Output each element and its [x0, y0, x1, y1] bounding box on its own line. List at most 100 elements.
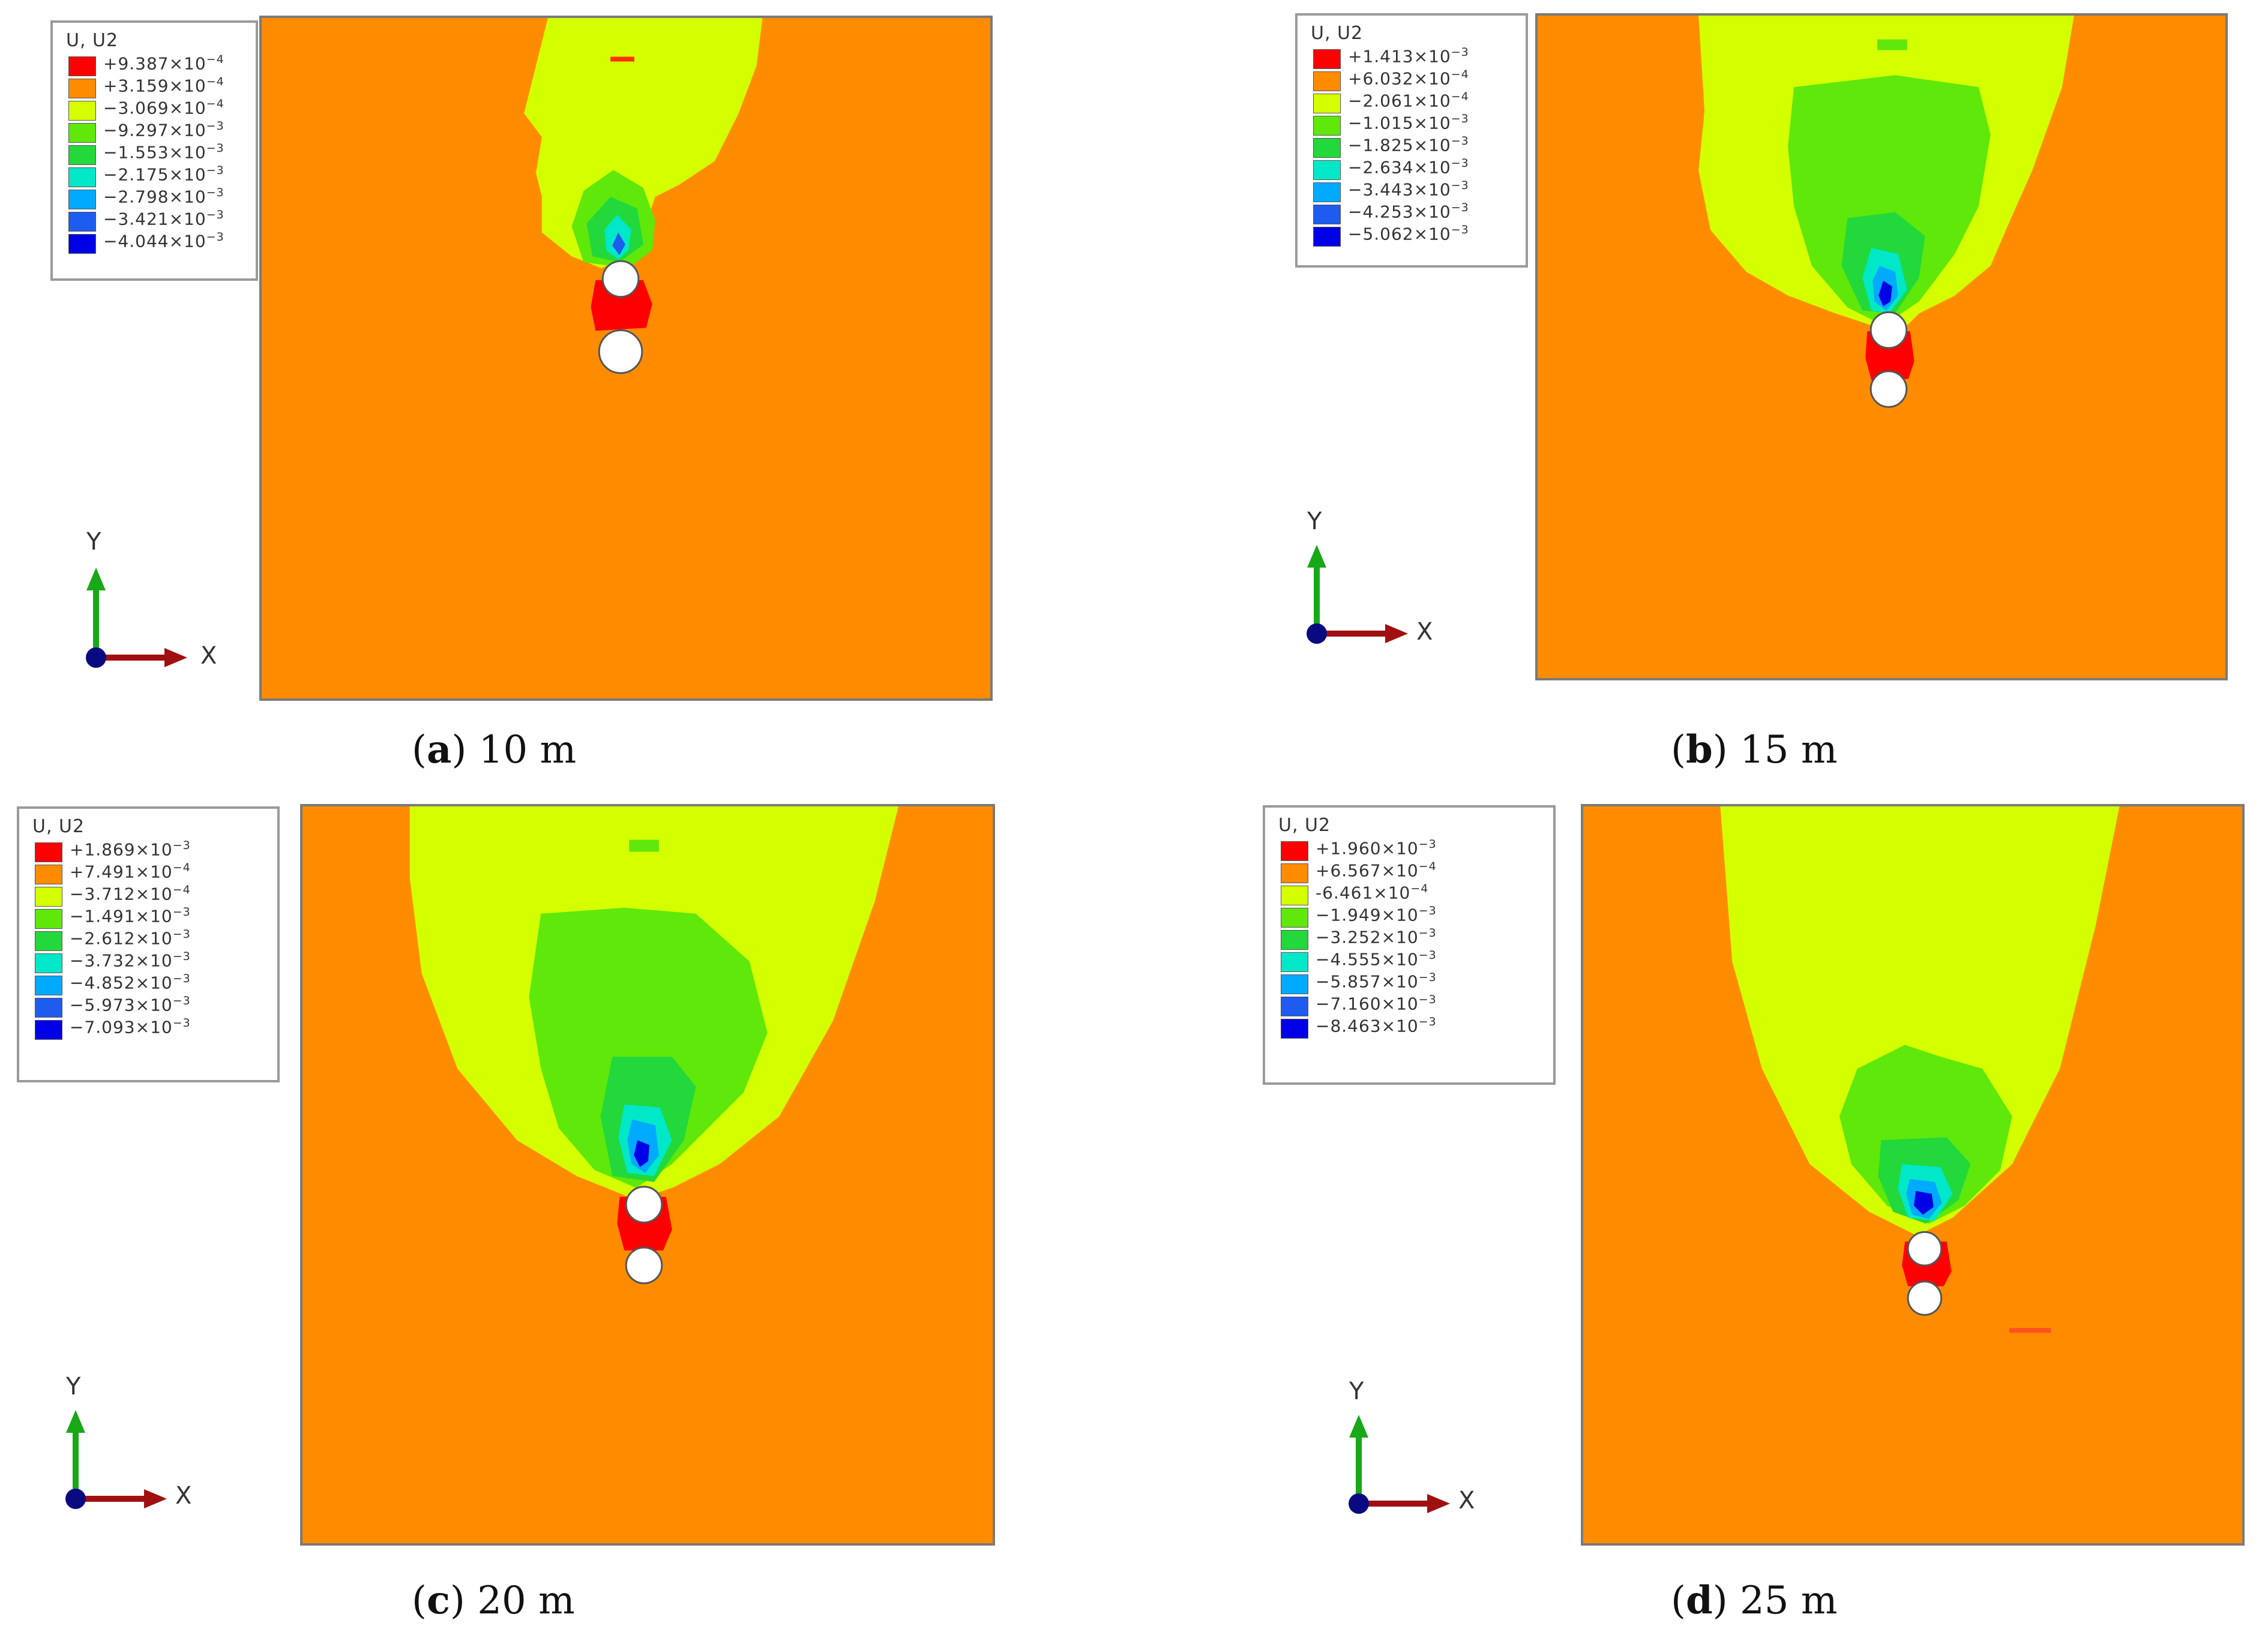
legend-exponent-a-0: −4 [206, 53, 224, 66]
legend-swatch-a-8 [68, 234, 96, 254]
legend-exponent-d-0: −3 [1418, 838, 1437, 851]
legend-mantissa-d-8: −8.463×10 [1316, 1016, 1419, 1036]
legend-value-a-4: −1.553×10−3 [103, 142, 224, 162]
contour-svg-c [409, 806, 899, 1285]
contour-plot-c [300, 804, 995, 1546]
axis-triad-a: Y X [78, 528, 240, 684]
legend-exponent-c-0: −3 [172, 839, 191, 852]
legend-exponent-a-8: −3 [206, 230, 224, 244]
y-axis-label-a: Y [86, 528, 101, 556]
axis-triad-svg-c [65, 1410, 167, 1509]
legend-d: U, U2 +1.960×10−3 +6.567×10−4 -6.461×10−4−… [1263, 805, 1556, 1085]
legend-value-d-2: -6.461×10−4 [1316, 882, 1428, 902]
legend-mantissa-a-6: −2.798×10 [103, 187, 206, 207]
legend-swatch-d-8 [1281, 1019, 1308, 1039]
legend-mantissa-a-1: +3.159×10 [103, 76, 206, 96]
legend-swatch-b-7 [1313, 205, 1341, 224]
axis-triad-d: Y X [1341, 1378, 1503, 1528]
legend-mantissa-b-6: −3.443×10 [1348, 179, 1451, 200]
legend-exponent-a-5: −3 [206, 164, 224, 177]
legend-value-b-6: −3.443×10−3 [1348, 179, 1469, 199]
legend-swatch-c-0 [35, 842, 62, 862]
legend-value-c-6: −4.852×10−3 [70, 972, 191, 992]
contour-red-a [591, 280, 652, 331]
legend-mantissa-c-4: −2.612×10 [70, 928, 173, 949]
contour-plot-a [259, 16, 993, 701]
tunnel-upper-b [1869, 311, 1908, 349]
legend-swatch-c-7 [35, 998, 62, 1018]
legend-mantissa-d-7: −7.160×10 [1316, 994, 1419, 1014]
legend-value-a-6: −2.798×10−3 [103, 186, 224, 206]
caption-text-a: 10 m [466, 728, 577, 772]
caption-letter-c: c [426, 1578, 450, 1623]
legend-exponent-b-5: −3 [1451, 157, 1469, 170]
legend-value-a-7: −3.421×10−3 [103, 208, 224, 229]
legend-mantissa-a-8: −4.044×10 [103, 231, 206, 251]
legend-title-c: U, U2 [32, 816, 85, 837]
legend-exponent-d-5: −3 [1418, 949, 1437, 962]
tunnel-lower-b [1869, 370, 1908, 408]
legend-mantissa-c-0: +1.869×10 [70, 839, 173, 860]
legend-mantissa-a-4: −1.553×10 [103, 142, 206, 163]
x-axis-label-c: X [175, 1482, 192, 1510]
legend-value-b-4: −1.825×10−3 [1348, 134, 1469, 155]
legend-exponent-d-3: −3 [1418, 904, 1437, 917]
legend-value-c-2: −3.712×10−4 [70, 883, 191, 904]
legend-swatch-c-2 [35, 887, 62, 907]
legend-value-b-8: −5.062×10−3 [1348, 223, 1469, 244]
legend-swatch-d-4 [1281, 930, 1308, 950]
legend-swatch-a-6 [68, 190, 96, 209]
legend-exponent-c-4: −3 [172, 928, 191, 941]
legend-swatch-b-1 [1313, 71, 1341, 91]
green-speck-c [629, 839, 659, 852]
legend-value-b-0: +1.413×10−3 [1348, 46, 1469, 66]
contour-green-b [1788, 75, 1991, 326]
legend-swatch-a-1 [68, 79, 96, 98]
legend-mantissa-a-7: −3.421×10 [103, 209, 206, 229]
legend-swatch-c-3 [35, 909, 62, 929]
legend-value-a-5: −2.175×10−3 [103, 164, 224, 184]
legend-mantissa-a-2: −3.069×10 [103, 98, 206, 118]
legend-value-d-6: −5.857×10−3 [1316, 971, 1437, 991]
legend-value-d-3: −1.949×10−3 [1316, 904, 1437, 925]
legend-swatch-d-3 [1281, 908, 1308, 928]
legend-value-a-1: +3.159×10−4 [103, 75, 224, 95]
legend-value-c-8: −7.093×10−3 [70, 1016, 191, 1037]
red-speck-a [610, 56, 634, 62]
legend-value-c-4: −2.612×10−3 [70, 928, 191, 948]
contour-plot-d [1581, 804, 2245, 1546]
legend-value-d-4: −3.252×10−3 [1316, 926, 1437, 947]
legend-exponent-d-1: −4 [1418, 860, 1437, 873]
legend-title-b: U, U2 [1311, 23, 1364, 44]
legend-mantissa-d-2: -6.461×10 [1316, 883, 1411, 903]
legend-swatch-a-7 [68, 212, 96, 232]
caption-a: (a) 10 m [412, 727, 577, 772]
legend-mantissa-b-8: −5.062×10 [1348, 224, 1451, 244]
caption-b: (b) 15 m [1671, 727, 1838, 772]
legend-swatch-c-8 [35, 1020, 62, 1040]
caption-d: (d) 25 m [1671, 1578, 1838, 1623]
legend-b: U, U2 +1.413×10−3 +6.032×10−4 −2.061×10−4−… [1295, 13, 1528, 268]
legend-swatch-a-4 [68, 145, 96, 165]
legend-value-b-7: −4.253×10−3 [1348, 201, 1469, 221]
legend-mantissa-c-2: −3.712×10 [70, 884, 173, 904]
contour-blue-c [634, 1140, 649, 1168]
legend-value-c-1: +7.491×10−4 [70, 861, 191, 881]
legend-exponent-a-4: −3 [206, 142, 224, 155]
legend-exponent-d-7: −3 [1418, 993, 1437, 1006]
legend-exponent-b-1: −4 [1451, 68, 1469, 81]
tunnel-lower-a [598, 329, 643, 374]
contour-svg-a [524, 18, 763, 374]
legend-swatch-d-1 [1281, 863, 1308, 883]
caption-letter-b: b [1685, 727, 1713, 772]
axis-triad-c: Y X [58, 1373, 220, 1523]
legend-exponent-d-8: −3 [1418, 1015, 1437, 1028]
legend-swatch-d-0 [1281, 841, 1308, 861]
legend-exponent-b-2: −4 [1451, 90, 1469, 103]
legend-swatch-a-0 [68, 56, 96, 76]
legend-mantissa-b-3: −1.015×10 [1348, 113, 1451, 133]
axis-triad-svg-a [86, 568, 187, 668]
axis-triad-b: Y X [1299, 508, 1461, 652]
legend-value-a-2: −3.069×10−4 [103, 97, 224, 118]
legend-mantissa-b-7: −4.253×10 [1348, 202, 1451, 222]
